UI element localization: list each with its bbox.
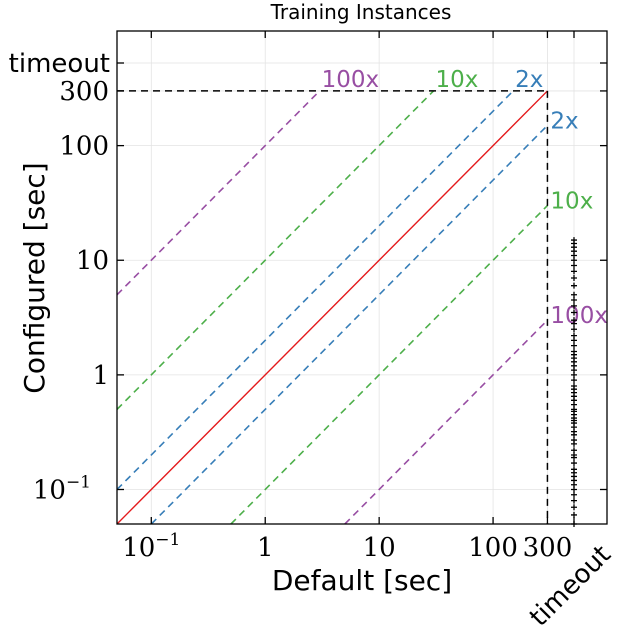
data-point	[571, 326, 577, 333]
data-point	[571, 460, 577, 467]
data-point	[571, 262, 577, 269]
reference-lines: 100x 10x 2x 2x 10x 100x	[116, 67, 608, 525]
reference-line-100x	[116, 90, 321, 296]
data-point	[571, 302, 577, 309]
y-tick-label: 1	[92, 361, 109, 391]
y-tick-label: 10	[76, 246, 109, 276]
data-point	[571, 382, 577, 389]
data-point	[571, 511, 577, 518]
data-point	[571, 466, 577, 473]
data-point	[571, 237, 577, 244]
x-axis-label: Default [sec]	[272, 564, 452, 597]
data-point	[571, 377, 577, 384]
reference-label-10x: 10x	[550, 189, 593, 215]
reference-line-2x	[116, 90, 514, 491]
x-tick-label: 300	[523, 533, 573, 563]
reference-label-2x: 2x	[515, 67, 543, 93]
data-point	[571, 342, 577, 349]
chart-title: Training Instances	[270, 0, 452, 24]
data-point	[571, 504, 577, 511]
data-point	[571, 497, 577, 504]
reference-label-100x: 100x	[550, 303, 608, 329]
data-point	[571, 447, 577, 454]
data-point	[571, 317, 577, 324]
x-tick-label: 1	[257, 533, 274, 563]
reference-line-10x	[230, 204, 548, 525]
reference-line-10x	[116, 90, 435, 410]
data-point	[571, 437, 577, 444]
x-tick-label: 10−1	[122, 530, 180, 563]
data-point	[571, 332, 577, 339]
data-point	[571, 491, 577, 498]
data-point	[571, 348, 577, 355]
x-tick-label: 100	[468, 533, 518, 563]
reference-line-2x	[150, 124, 548, 525]
reference-line-100x	[344, 319, 548, 525]
reference-label-10x: 10x	[436, 67, 479, 93]
data-point	[571, 282, 577, 289]
plot-frame	[116, 30, 608, 525]
x-tick-label: 10	[363, 533, 396, 563]
reference-label-100x: 100x	[322, 67, 380, 93]
reference-label-2x: 2x	[550, 108, 578, 134]
data-point	[571, 268, 577, 275]
y-tick-label: 10−1	[33, 472, 91, 505]
data-point	[571, 309, 577, 316]
y-tick-label: 300	[59, 77, 109, 107]
data-point	[571, 291, 577, 298]
y-timeout-label: timeout	[9, 49, 110, 79]
data-point	[571, 275, 577, 282]
y-tick-label: 100	[59, 132, 109, 162]
data-point	[571, 296, 577, 303]
data-points	[571, 237, 577, 527]
y-axis-label: Configured [sec]	[18, 162, 51, 393]
diagonal-line	[116, 90, 548, 525]
